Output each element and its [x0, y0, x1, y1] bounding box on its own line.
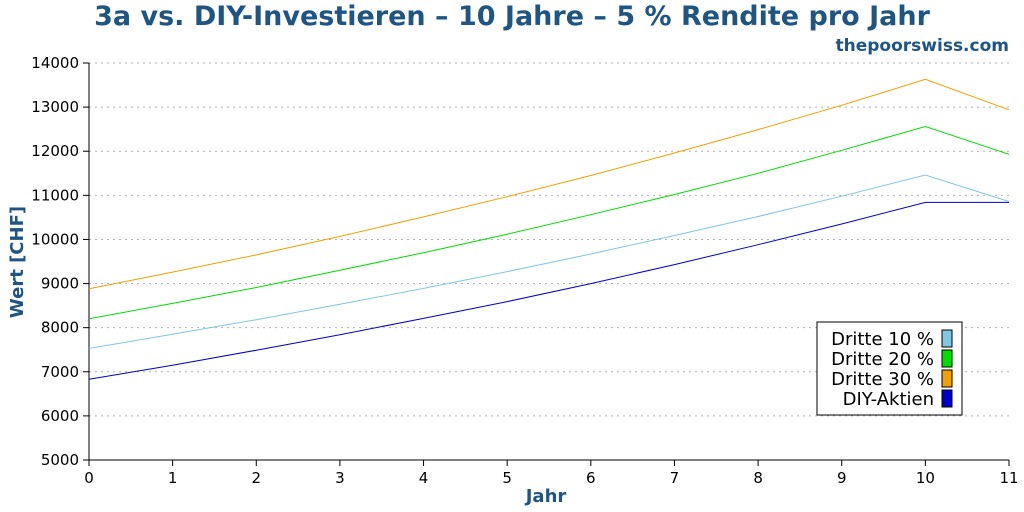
- x-tick-label: 7: [670, 469, 680, 487]
- x-tick-label: 10: [916, 469, 935, 487]
- x-tick-label: 9: [837, 469, 847, 487]
- y-tick-label: 12000: [31, 142, 79, 160]
- y-axis-label: Wert [CHF]: [7, 206, 28, 318]
- x-tick-label: 6: [586, 469, 596, 487]
- x-tick-label: 4: [419, 469, 429, 487]
- legend-label: Dritte 20 %: [831, 349, 934, 370]
- x-tick-label: 5: [502, 469, 512, 487]
- x-axis-label: Jahr: [524, 486, 567, 507]
- y-tick-label: 14000: [31, 54, 79, 72]
- legend: Dritte 10 %Dritte 20 %Dritte 30 %DIY-Akt…: [816, 321, 963, 416]
- y-tick-label: 11000: [31, 186, 79, 204]
- y-tick-label: 8000: [41, 319, 79, 337]
- legend-box: [816, 321, 963, 416]
- x-tick-label: 0: [84, 469, 94, 487]
- chart-subtitle: thepoorswiss.com: [836, 36, 1010, 56]
- axes: [83, 62, 1010, 466]
- series-line-4: [88, 201, 1009, 380]
- legend-swatch: [941, 369, 953, 388]
- y-tick-label: 10000: [31, 230, 79, 248]
- series: [88, 78, 1010, 380]
- chart-title: 3a vs. DIY-Investieren – 10 Jahre – 5 % …: [94, 1, 930, 32]
- legend-swatch: [941, 349, 953, 368]
- series-line-3: [88, 78, 1010, 290]
- x-tick-label: 1: [168, 469, 178, 487]
- legend-label: Dritte 10 %: [831, 329, 934, 350]
- legend-swatch: [941, 389, 953, 408]
- y-tick-label: 9000: [41, 275, 79, 293]
- x-tick-label: 3: [335, 469, 345, 487]
- x-tick-label: 11: [999, 469, 1018, 487]
- series-line-1: [88, 174, 1010, 349]
- y-tick-label: 7000: [41, 363, 79, 381]
- y-tick-label: 6000: [41, 407, 79, 425]
- y-tick-label: 5000: [41, 451, 79, 469]
- x-tick-label: 2: [251, 469, 261, 487]
- legend-swatch: [941, 329, 953, 348]
- series-line-2: [88, 125, 1010, 320]
- legend-label: DIY-Aktien: [843, 389, 934, 410]
- tick-labels: 5000 6000 7000 8000 9000 10000 11000 12000 13000…: [31, 54, 1018, 487]
- y-tick-label: 13000: [31, 98, 79, 116]
- legend-label: Dritte 30 %: [831, 369, 934, 390]
- x-tick-label: 8: [753, 469, 763, 487]
